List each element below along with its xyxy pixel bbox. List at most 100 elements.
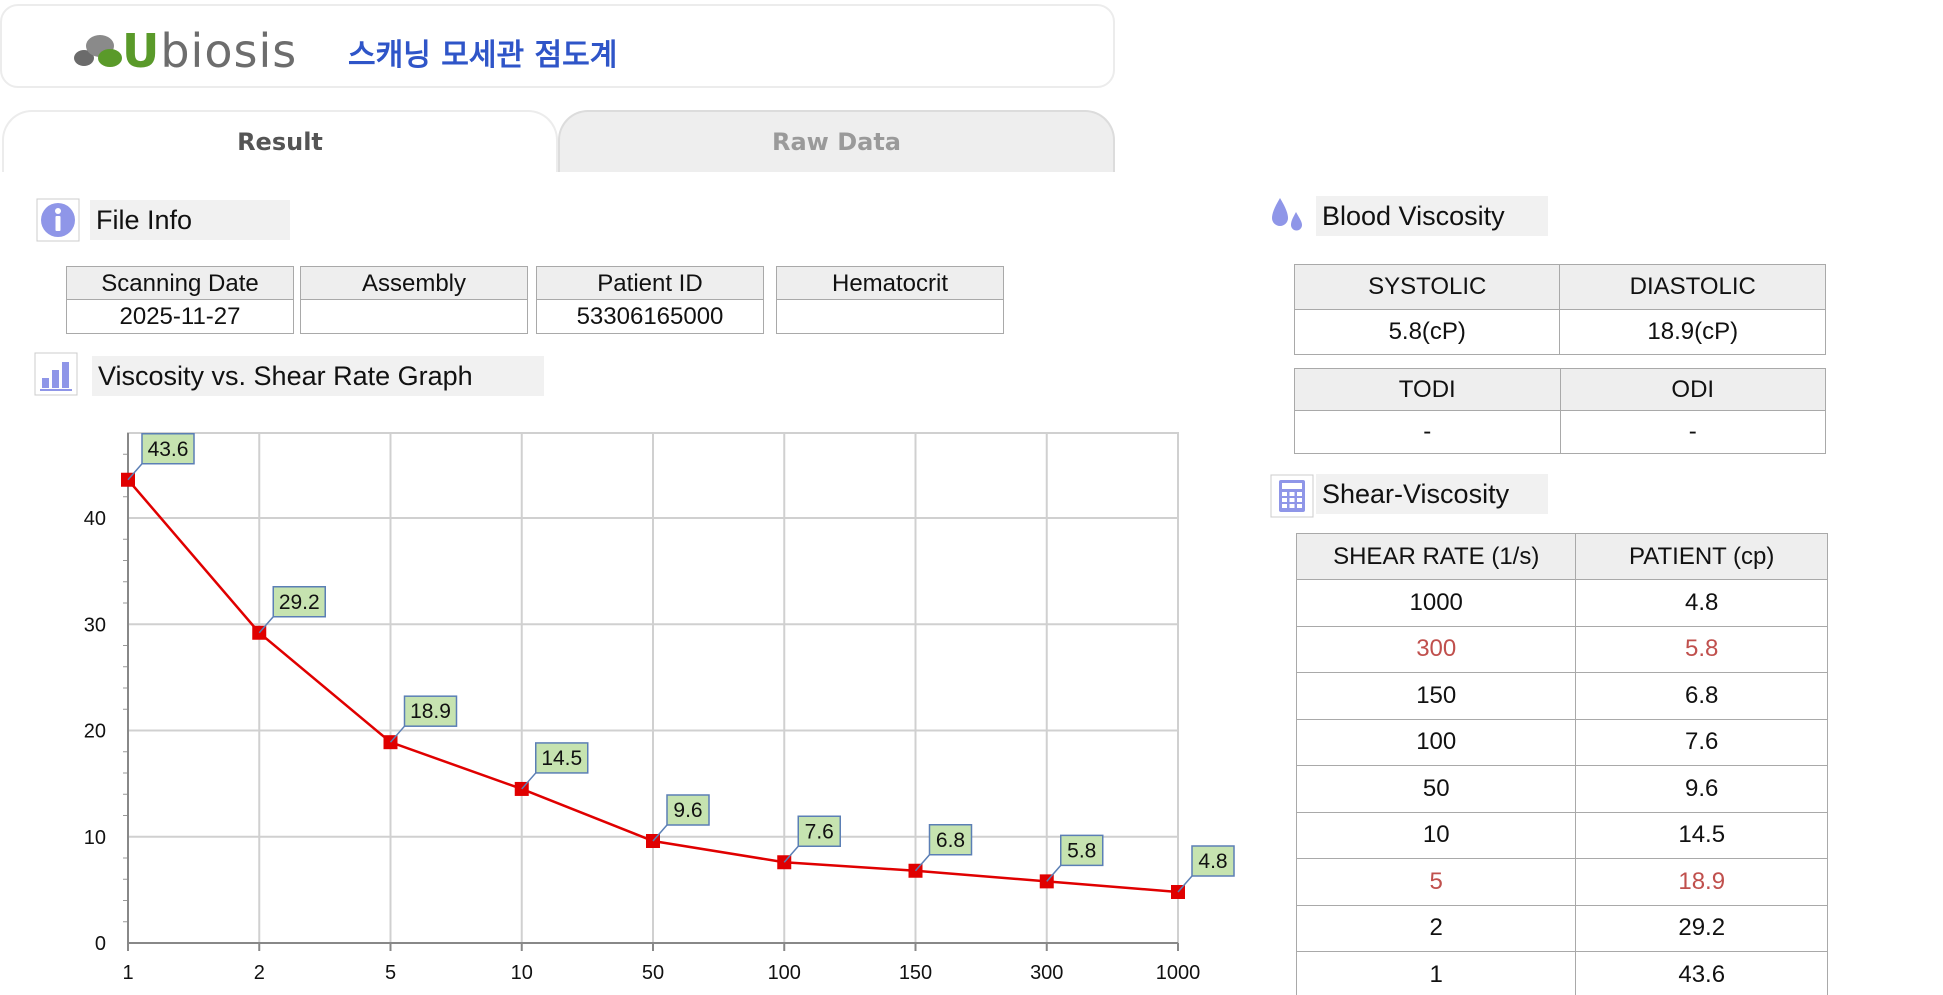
x-tick-label: 300 — [1030, 962, 1063, 984]
data-label-box — [666, 794, 710, 826]
x-tick-label: 5 — [385, 962, 396, 984]
viscosity-chart: 0 10 20 30 40 1 2 5 10 50 100 150 300 1000 43.6 29.2 18.… — [84, 432, 1235, 984]
todi-value: - — [1294, 410, 1561, 454]
file-info-patient-id: Patient ID 53306165000 — [536, 266, 764, 334]
y-tick-label: 20 — [84, 721, 106, 743]
app-title: 스캐닝 모세관 점도계 — [348, 38, 618, 73]
brand-logo: Ubiosis — [122, 24, 297, 78]
odi-value: - — [1559, 410, 1827, 454]
x-tick-label: 100 — [768, 962, 801, 984]
data-label: 7.6 — [805, 820, 834, 843]
shear-rate-cell: 2 — [1295, 904, 1577, 952]
y-tick-label: 30 — [84, 614, 106, 636]
assembly-value — [301, 300, 527, 333]
data-label-leader — [521, 772, 537, 790]
data-label: 6.8 — [936, 829, 965, 852]
brand-u: U — [122, 24, 161, 78]
patient-cell: 14.5 — [1575, 811, 1828, 859]
data-label-box — [403, 695, 458, 727]
table-row: 100 7.6 — [1295, 718, 1828, 766]
data-label-box — [1191, 845, 1235, 877]
y-tick-label: 10 — [84, 827, 106, 849]
systolic-header: SYSTOLIC — [1293, 264, 1561, 310]
data-label: 4.8 — [1198, 850, 1227, 873]
data-label-leader — [258, 616, 274, 634]
hematocrit-header: Hematocrit — [777, 267, 1003, 300]
x-tick-label: 1000 — [1156, 962, 1201, 984]
hematocrit-value — [777, 300, 1003, 333]
info-icon — [36, 198, 80, 242]
data-label-leader — [652, 824, 668, 842]
data-label-box — [535, 742, 589, 774]
patient-cell: 43.6 — [1575, 951, 1828, 995]
table-row: 50 9.6 — [1295, 765, 1828, 813]
app-header: Ubiosis 스캐닝 모세관 점도계 — [0, 4, 1115, 88]
x-tick-label: 2 — [254, 962, 265, 984]
scanning-date-header: Scanning Date — [67, 267, 293, 300]
y-tick-label: 0 — [95, 933, 106, 955]
data-label-box — [928, 824, 973, 856]
table-row: 150 6.8 — [1295, 672, 1828, 720]
patient-id-value: 53306165000 — [576, 303, 724, 330]
file-info-scanning-date: Scanning Date 2025-11-27 — [66, 266, 294, 334]
shear-rate-cell: 150 — [1295, 672, 1577, 720]
diastolic-value: 18.9(cP) — [1559, 309, 1826, 355]
table-row: 1000 4.8 — [1295, 579, 1828, 627]
data-label-box — [272, 586, 326, 618]
patient-header: PATIENT (cp) — [1575, 533, 1828, 580]
data-label-leader — [914, 854, 931, 872]
logo-icon — [74, 35, 122, 67]
data-label-box — [1060, 834, 1104, 867]
shear-viscosity-table: SHEAR RATE (1/s) PATIENT (cp) 1000 4.8 300… — [1295, 533, 1828, 995]
blood-viscosity-label: Blood Viscosity — [1316, 196, 1548, 236]
blood-viscosity-table: SYSTOLIC DIASTOLIC 5.8(cP) 18.9(cP) — [1293, 264, 1826, 355]
patient-cell: 9.6 — [1575, 765, 1828, 813]
data-label-leader — [389, 725, 406, 743]
x-tick-label: 1 — [122, 962, 133, 984]
file-info-hematocrit: Hematocrit — [776, 266, 1004, 334]
todi-header: TODI — [1294, 368, 1561, 411]
shear-rate-cell: 100 — [1295, 718, 1577, 766]
odi-header: ODI — [1559, 368, 1827, 411]
patient-cell: 18.9 — [1575, 858, 1828, 906]
data-label-leader — [1177, 875, 1193, 893]
patient-cell: 5.8 — [1575, 625, 1828, 673]
assembly-header: Assembly — [301, 267, 527, 300]
shear-rate-cell: 300 — [1295, 625, 1577, 673]
data-label: 14.5 — [541, 747, 582, 770]
scanning-date-value: 2025-11-27 — [119, 303, 241, 330]
tab-result[interactable]: Result — [2, 110, 558, 172]
shear-rate-cell: 1000 — [1295, 579, 1577, 627]
table-row: 300 5.8 — [1295, 625, 1828, 673]
patient-cell: 4.8 — [1575, 579, 1828, 627]
shear-rate-cell: 1 — [1295, 951, 1577, 995]
shear-viscosity-label: Shear-Viscosity — [1316, 474, 1548, 514]
bar-chart-icon — [34, 352, 78, 396]
data-label-leader — [783, 845, 799, 863]
data-label: 5.8 — [1067, 839, 1096, 862]
x-tick-label: 10 — [511, 962, 533, 984]
patient-cell: 6.8 — [1575, 672, 1828, 720]
patient-id-header: Patient ID — [537, 267, 763, 300]
graph-label: Viscosity vs. Shear Rate Graph — [92, 356, 544, 396]
data-label: 43.6 — [148, 438, 189, 461]
tab-raw-data[interactable]: Raw Data — [558, 110, 1115, 172]
table-row: 10 14.5 — [1295, 811, 1828, 859]
data-label: 9.6 — [673, 799, 702, 822]
x-tick-label: 150 — [899, 962, 932, 984]
x-tick-label: 50 — [642, 962, 664, 984]
calculator-icon — [1270, 474, 1314, 518]
table-row: 2 29.2 — [1295, 904, 1828, 952]
shear-rate-header: SHEAR RATE (1/s) — [1295, 533, 1577, 580]
shear-rate-cell: 5 — [1295, 858, 1577, 906]
diastolic-header: DIASTOLIC — [1559, 264, 1826, 310]
y-tick-label: 40 — [84, 508, 106, 530]
data-label-leader — [1046, 864, 1062, 882]
shear-rate-cell: 10 — [1295, 811, 1577, 859]
data-label-box — [141, 433, 195, 465]
patient-cell: 7.6 — [1575, 718, 1828, 766]
table-row: 5 18.9 — [1295, 858, 1828, 906]
file-info-label: File Info — [90, 200, 290, 240]
patient-cell: 29.2 — [1575, 904, 1828, 952]
table-row: 1 43.6 — [1295, 951, 1828, 995]
